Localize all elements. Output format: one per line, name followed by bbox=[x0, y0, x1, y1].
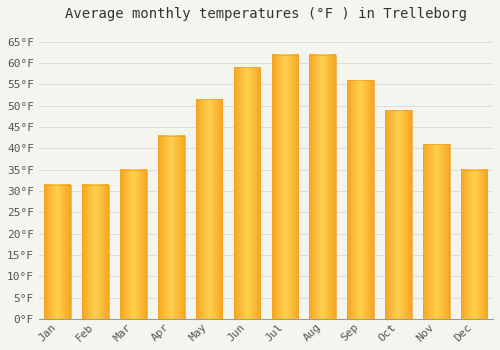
Bar bbox=[196, 99, 222, 319]
Bar bbox=[272, 55, 298, 319]
Bar bbox=[348, 80, 374, 319]
Bar bbox=[310, 55, 336, 319]
Bar bbox=[461, 170, 487, 319]
Bar bbox=[120, 170, 146, 319]
Bar bbox=[423, 144, 450, 319]
Bar bbox=[82, 185, 109, 319]
Bar bbox=[385, 110, 411, 319]
Bar bbox=[44, 185, 71, 319]
Bar bbox=[234, 68, 260, 319]
Title: Average monthly temperatures (°F ) in Trelleborg: Average monthly temperatures (°F ) in Tr… bbox=[65, 7, 467, 21]
Bar bbox=[158, 135, 184, 319]
